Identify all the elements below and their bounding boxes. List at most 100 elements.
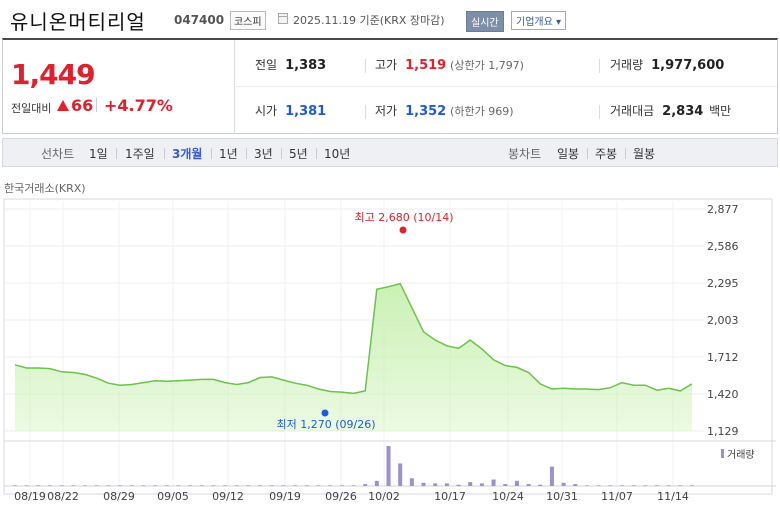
- volume-bar: [83, 485, 88, 486]
- trade-amount: 거래대금 2,834 백만: [610, 102, 739, 119]
- x-tick-label: 08/19: [14, 490, 46, 503]
- divider: [599, 59, 600, 73]
- volume-bar: [549, 466, 554, 486]
- high-price: 고가 1,519 (상한가 1,797): [375, 56, 524, 73]
- divider: [587, 148, 588, 159]
- tab-weekly-candle[interactable]: 주봉: [595, 147, 618, 161]
- high-annotation: 최고 2,680 (10/14): [354, 211, 453, 224]
- volume-value: 1,977,600: [651, 58, 725, 73]
- tab-5year[interactable]: 5년: [289, 147, 308, 161]
- volume-bar: [643, 485, 648, 486]
- volume-legend: 거래량: [727, 449, 755, 461]
- volume-bar: [24, 485, 29, 486]
- volume-bar: [48, 485, 53, 486]
- volume-bar: [363, 484, 368, 486]
- volume-bar: [199, 485, 204, 486]
- tab-1day[interactable]: 1일: [89, 147, 108, 161]
- tab-10year[interactable]: 10년: [324, 147, 351, 161]
- volume-bar: [164, 485, 169, 486]
- stock-header: 유니온머티리얼 047400 코스피 2025.11.19 기준(KRX 장마감…: [0, 0, 780, 38]
- y-tick-label: 2,295: [707, 277, 739, 290]
- x-tick-label: 08/29: [103, 490, 135, 503]
- company-name: 유니온머티리얼: [10, 10, 146, 34]
- volume-bar: [573, 484, 578, 486]
- volume-bar: [654, 485, 659, 486]
- prev-close-value: 1,383: [285, 58, 327, 73]
- open-value: 1,381: [285, 104, 327, 119]
- candle-chart-label: 봉차트: [508, 147, 542, 161]
- tab-monthly-candle[interactable]: 월봉: [633, 147, 656, 161]
- volume-bar: [258, 485, 263, 486]
- low-value: 1,352: [405, 104, 447, 119]
- divider: [246, 148, 247, 159]
- open-price: 시가 1,381: [255, 102, 326, 119]
- volume-bar: [269, 485, 274, 486]
- volume-bar: [526, 484, 531, 486]
- x-tick-label: 09/12: [212, 490, 244, 503]
- divider: [96, 98, 97, 112]
- amount-value: 2,834: [662, 104, 704, 119]
- x-tick-label: 11/14: [657, 490, 689, 503]
- open-label: 시가: [255, 104, 278, 118]
- exchange-label: 한국거래소(KRX): [4, 182, 86, 195]
- volume-bar: [398, 463, 403, 486]
- volume-bar: [386, 446, 391, 486]
- volume-bar: [503, 484, 508, 486]
- prev-close-label: 전일: [255, 58, 278, 72]
- x-tick-label: 10/17: [434, 490, 466, 503]
- low-annotation: 최저 1,270 (09/26): [276, 418, 375, 431]
- volume-bar: [223, 485, 228, 486]
- volume-bar: [433, 483, 438, 486]
- row-divider: [236, 86, 777, 87]
- divider: [316, 148, 317, 159]
- low-label: 저가: [375, 104, 398, 118]
- tab-3month[interactable]: 3개월: [172, 147, 203, 161]
- tab-1week[interactable]: 1주일: [125, 147, 155, 161]
- up-arrow-icon: [57, 100, 69, 111]
- volume-bar: [176, 485, 181, 486]
- x-tick-label: 11/07: [601, 490, 633, 503]
- volume-bar: [304, 485, 309, 486]
- current-price: 1,449: [11, 58, 96, 91]
- realtime-button[interactable]: 실시간: [466, 11, 504, 32]
- volume-bar: [211, 485, 216, 486]
- divider: [625, 148, 626, 159]
- calendar-icon: [278, 13, 288, 24]
- volume-bar: [584, 485, 589, 486]
- period-tabs: 선차트 1일 1주일 3개월 1년 3년 5년 10년 봉차트 일봉 주봉 월봉: [2, 138, 778, 167]
- volume-bar: [141, 485, 146, 486]
- high-marker: [399, 226, 407, 234]
- volume-bar: [94, 485, 99, 486]
- volume: 거래량 1,977,600: [610, 56, 724, 73]
- volume-bar: [456, 484, 461, 486]
- volume-bar: [106, 485, 111, 486]
- tab-daily-candle[interactable]: 일봉: [557, 147, 580, 161]
- divider: [365, 59, 366, 73]
- volume-bar: [281, 485, 286, 486]
- volume-bar: [690, 485, 694, 486]
- divider: [211, 148, 212, 159]
- y-tick-label: 2,003: [707, 314, 739, 327]
- volume-bar: [153, 485, 158, 486]
- y-tick-label: 1,129: [707, 425, 739, 438]
- basis-date: 2025.11.19 기준(KRX 장마감): [293, 14, 445, 27]
- high-label: 고가: [375, 58, 398, 72]
- volume-bar: [293, 485, 298, 486]
- low-price: 저가 1,352 (하한가 969): [375, 102, 513, 119]
- x-tick-label: 10/02: [368, 490, 400, 503]
- volume-bar: [36, 485, 41, 486]
- volume-bar: [409, 478, 414, 486]
- x-tick-label: 09/26: [325, 490, 357, 503]
- tab-1year[interactable]: 1년: [219, 147, 238, 161]
- tab-3year[interactable]: 3년: [254, 147, 273, 161]
- company-info-dropdown[interactable]: 기업개요 ▾: [511, 11, 566, 30]
- divider: [599, 105, 600, 119]
- price-area: [15, 283, 692, 431]
- volume-bar: [444, 483, 449, 486]
- line-chart-label: 선차트: [41, 147, 75, 161]
- current-price-box: 1,449 전일대비 66 +4.77%: [3, 40, 235, 134]
- divider: [164, 148, 165, 159]
- x-tick-label: 10/24: [492, 490, 524, 503]
- volume-bar: [59, 485, 64, 486]
- volume-bar: [246, 485, 251, 486]
